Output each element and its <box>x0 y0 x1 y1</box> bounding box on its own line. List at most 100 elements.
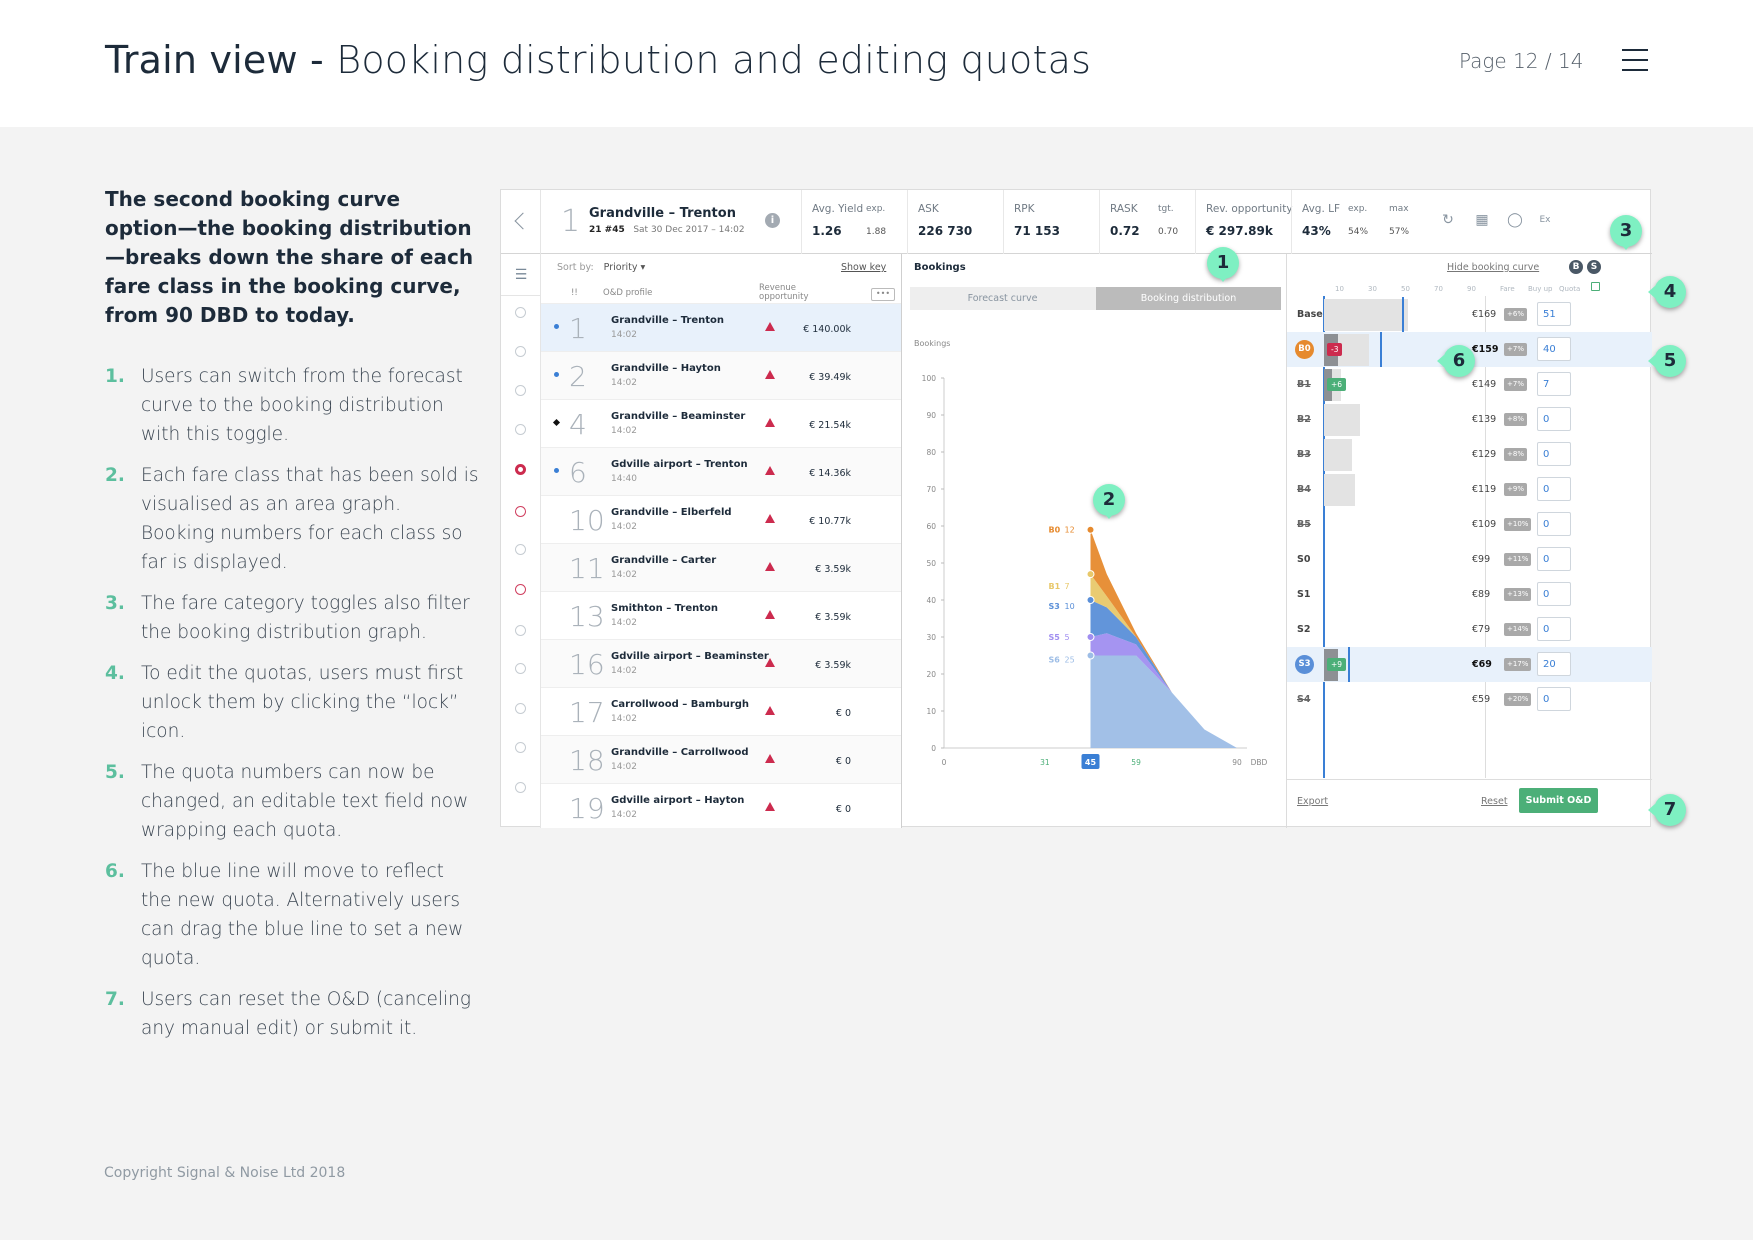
status-dot <box>515 544 526 555</box>
train-number: 21 #45 <box>589 225 625 235</box>
kpi-sub-label: exp. <box>1348 204 1368 214</box>
status-dot <box>515 385 526 396</box>
quota-line-handle[interactable] <box>1402 297 1404 332</box>
fare-price: €139 <box>1472 414 1497 425</box>
step-text: To edit the quotas, users must first unl… <box>141 663 464 742</box>
quota-input[interactable] <box>1537 582 1571 606</box>
info-icon[interactable]: i <box>765 213 780 228</box>
row-time: 14:40 <box>611 474 637 484</box>
warning-icon <box>765 658 775 667</box>
fare-price: €159 <box>1472 344 1499 355</box>
x-tick-label: 0 <box>942 758 947 767</box>
fare-category-s-toggle[interactable]: S <box>1587 260 1601 274</box>
od-row[interactable]: 10 Grandville – Elberfeld 14:02 € 10.77k <box>541 495 901 543</box>
list-toggle-icon[interactable]: ☰ <box>501 254 541 296</box>
quota-input[interactable] <box>1537 652 1571 676</box>
od-row[interactable]: 13 Smithton – Trenton 14:02 € 3.59k <box>541 591 901 639</box>
fare-row-s4: S4 €59 +20% <box>1287 682 1652 717</box>
status-dot <box>515 424 526 435</box>
quota-input[interactable] <box>1537 302 1571 326</box>
row-route: Carrollwood – Bamburgh <box>611 699 750 710</box>
warning-icon <box>765 514 775 523</box>
quota-input[interactable] <box>1537 547 1571 571</box>
stack-label-value: 25 <box>1065 656 1075 665</box>
scale-tick: 90 <box>1467 285 1476 293</box>
col-revenue: Revenue opportunity <box>759 283 809 302</box>
show-key-link[interactable]: Show key <box>841 262 887 273</box>
quota-input[interactable] <box>1537 372 1571 396</box>
fare-price: €59 <box>1472 694 1491 705</box>
quota-input[interactable] <box>1537 337 1571 361</box>
scale-tick: 10 <box>1335 285 1344 293</box>
calculator-icon[interactable]: ▦ <box>1475 212 1489 228</box>
od-row[interactable]: 11 Grandville – Carter 14:02 € 3.59k <box>541 543 901 591</box>
export-header-label[interactable]: Ex <box>1539 215 1551 225</box>
buyup-pct: +17% <box>1504 658 1532 671</box>
buyup-pct: +14% <box>1504 623 1532 636</box>
priority-marker <box>554 324 559 329</box>
quota-input[interactable] <box>1537 442 1571 466</box>
priority-marker <box>554 468 559 473</box>
fares-panel: Hide booking curve B S 10 30 50 70 90 Fare B… <box>1287 254 1652 828</box>
quota-input[interactable] <box>1537 617 1571 641</box>
row-revenue: € 140.00k <box>803 324 851 335</box>
comment-icon[interactable]: ◯ <box>1507 212 1523 228</box>
sort-value[interactable]: Priority ▾ <box>603 262 646 273</box>
quota-input[interactable] <box>1537 477 1571 501</box>
curve-toggle: Forecast curve Booking distribution <box>910 287 1281 310</box>
callout-5: 5 <box>1648 345 1686 377</box>
od-row[interactable]: 4 Grandville – Beaminster 14:02 € 21.54k <box>541 399 901 447</box>
more-options-button[interactable]: ••• <box>871 288 895 301</box>
hide-booking-curve-link[interactable]: Hide booking curve <box>1447 262 1540 273</box>
row-rank: 11 <box>569 552 605 585</box>
warning-icon <box>765 802 775 811</box>
kpi-value: 43% <box>1302 224 1331 238</box>
row-time: 14:02 <box>611 666 637 676</box>
quota-bar <box>1324 404 1360 436</box>
quota-input[interactable] <box>1537 687 1571 711</box>
forecast-curve-tab[interactable]: Forecast curve <box>967 293 1038 304</box>
y-tick-label: 90 <box>926 411 936 420</box>
submit-od-button[interactable]: Submit O&D <box>1519 788 1598 813</box>
stack-point-s5 <box>1086 633 1095 641</box>
refresh-icon[interactable]: ↻ <box>1442 212 1454 228</box>
od-row[interactable]: 2 Grandville – Hayton 14:02 € 39.49k <box>541 351 901 399</box>
step-text: Each fare class that has been sold is vi… <box>141 465 479 573</box>
quota-line-handle[interactable] <box>1348 647 1350 682</box>
quota-input[interactable] <box>1537 512 1571 536</box>
fare-category-b-toggle[interactable]: B <box>1569 260 1583 274</box>
callout-3: 3 <box>1610 215 1642 250</box>
step-text: The blue line will move to reflect the n… <box>141 861 464 969</box>
stack-label-value: 7 <box>1065 582 1070 591</box>
reset-link[interactable]: Reset <box>1481 796 1508 807</box>
fare-class-label: B3 <box>1297 449 1311 460</box>
od-row[interactable]: 16 Gdville airport – Beaminster 14:02 € 3.5… <box>541 639 901 687</box>
od-row[interactable]: 18 Grandville – Carrollwood 14:02 € 0 <box>541 735 901 783</box>
quota-line-handle[interactable] <box>1380 332 1382 367</box>
back-button[interactable] <box>501 190 541 254</box>
od-row[interactable]: 19 Gdville airport – Hayton 14:02 € 0 <box>541 783 901 828</box>
fare-price: €119 <box>1472 484 1497 495</box>
quota-input[interactable] <box>1537 407 1571 431</box>
menu-icon[interactable] <box>1622 49 1648 71</box>
lock-icon[interactable] <box>1591 282 1600 291</box>
slide-title: Train view - Booking distribution and ed… <box>105 38 1091 82</box>
kpi-rask: RASK 0.72 tgt. 0.70 <box>1099 190 1195 254</box>
export-link[interactable]: Export <box>1297 796 1329 807</box>
quota-bar <box>1324 474 1355 506</box>
current-dbd-marker <box>1081 754 1100 769</box>
row-time: 14:02 <box>611 378 637 388</box>
priority-sidebar: ☰ <box>501 254 541 828</box>
od-row[interactable]: 1 Grandville – Trenton 14:02 € 140.00k <box>541 303 901 351</box>
row-route: Grandville – Carter <box>611 555 717 566</box>
row-revenue: € 0 <box>835 708 851 719</box>
stack-point-s6 <box>1086 651 1095 660</box>
booking-distribution-tab[interactable]: Booking distribution <box>1096 287 1281 310</box>
sort-control[interactable]: Sort by: Priority ▾ <box>557 262 645 273</box>
buyup-pct: +8% <box>1504 413 1527 426</box>
row-rank: 6 <box>569 456 587 489</box>
callout-2: 2 <box>1093 484 1125 519</box>
od-row[interactable]: 6 Gdville airport – Trenton 14:40 € 14.36k <box>541 447 901 495</box>
od-row[interactable]: 17 Carrollwood – Bamburgh 14:02 € 0 <box>541 687 901 735</box>
kpi-label: Avg. Yield <box>812 203 864 215</box>
